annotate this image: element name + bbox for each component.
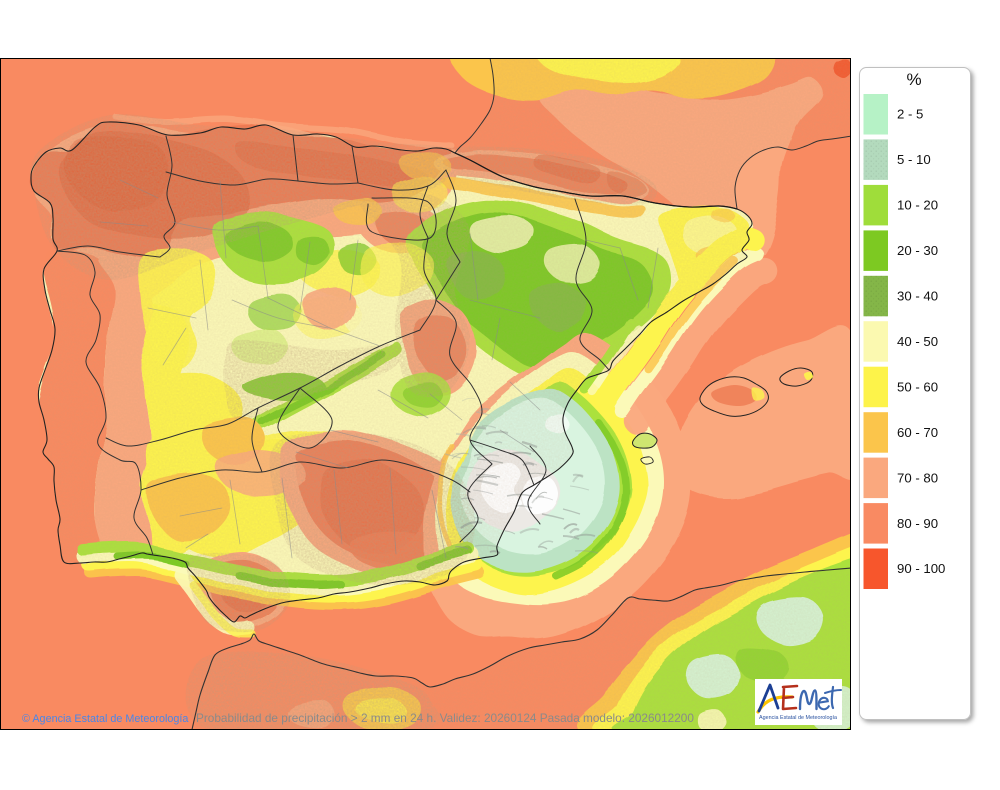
svg-text:5 - 10: 5 - 10 [897,152,931,167]
svg-text:© Agencia Estatal de Meteorolo: © Agencia Estatal de Meteorología [22,713,188,725]
svg-text:70 - 80: 70 - 80 [897,470,938,485]
svg-text:Probabilidad de precipitación: Probabilidad de precipitación > 2 mm en … [196,711,694,725]
svg-text:Agencia Estatal de Meteorologí: Agencia Estatal de Meteorología [759,715,837,721]
svg-text:90 - 100: 90 - 100 [897,561,945,576]
svg-text:30 - 40: 30 - 40 [897,289,938,304]
svg-text:%: % [906,70,921,89]
svg-text:20 - 30: 20 - 30 [897,243,938,258]
svg-text:50 - 60: 50 - 60 [897,379,938,394]
svg-text:10 - 20: 10 - 20 [897,198,938,213]
svg-text:2 - 5: 2 - 5 [897,107,923,122]
svg-text:40 - 50: 40 - 50 [897,334,938,349]
svg-text:80 - 90: 80 - 90 [897,516,938,531]
svg-text:60 - 70: 60 - 70 [897,425,938,440]
